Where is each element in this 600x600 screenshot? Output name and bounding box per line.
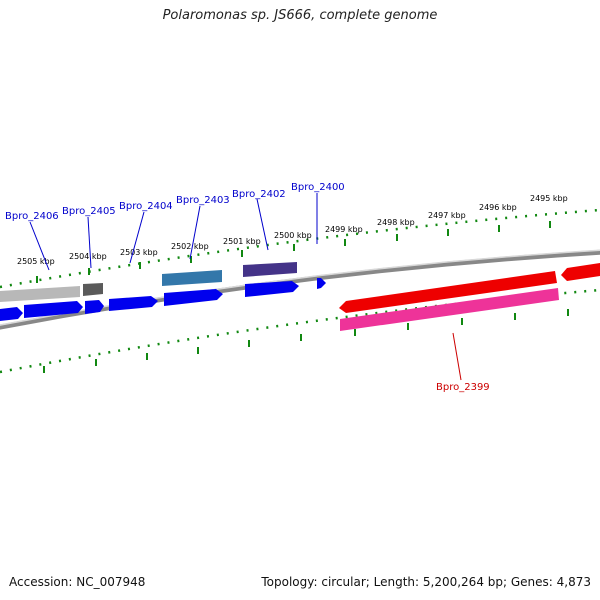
reverse-gene-arrow: [340, 288, 559, 331]
forward-gene-arrow: [85, 300, 104, 314]
outer-tick-arc: [0, 208, 600, 289]
scale-label: 2498 kbp: [377, 218, 415, 227]
scale-label: 2505 kbp: [17, 257, 55, 266]
scale-label: 2500 kbp: [274, 231, 312, 240]
scale-label: 2499 kbp: [325, 225, 363, 234]
feature-bar: [162, 270, 222, 286]
forward-gene-arrow: [0, 307, 23, 321]
leader-line: [87, 216, 92, 269]
reverse-gene-arrow: [339, 271, 557, 313]
forward-gene-arrow: [317, 278, 326, 289]
accession-text: Accession: NC_007948: [9, 575, 146, 589]
leader-line: [29, 221, 50, 271]
gene-label[interactable]: Bpro_2402: [232, 189, 286, 200]
leader-line: [256, 198, 269, 251]
feature-bar: [83, 283, 103, 296]
scale-label: 2497 kbp: [428, 211, 466, 220]
leader-line: [189, 205, 201, 260]
inner-major-ticks: [43, 309, 569, 373]
outer-major-ticks: [36, 221, 551, 283]
leader-line: [452, 332, 462, 381]
forward-genes: [0, 278, 326, 321]
scale-label: 2503 kbp: [120, 248, 158, 257]
map-title: Polaromonas sp. JS666, complete genome: [162, 8, 438, 23]
forward-gene-arrow: [164, 289, 223, 306]
scale-label: 2504 kbp: [69, 252, 107, 261]
genome-backbone: [0, 249, 600, 330]
genome-backbone-highlight: [0, 249, 600, 326]
feature-bar: [243, 262, 297, 277]
feature-bar: [0, 286, 80, 302]
forward-gene-arrow: [24, 301, 83, 318]
gene-label[interactable]: Bpro_2404: [119, 201, 173, 212]
scale-label: 2501 kbp: [223, 237, 261, 246]
gene-label[interactable]: Bpro_2406: [5, 211, 59, 222]
reverse-gene-arrow: [561, 263, 600, 281]
genome-summary-text: Topology: circular; Length: 5,200,264 bp…: [261, 575, 591, 589]
forward-gene-arrow: [109, 296, 158, 311]
reverse-genes: [339, 263, 600, 331]
scale-label: 2502 kbp: [171, 242, 209, 251]
gene-label[interactable]: Bpro_2400: [291, 182, 345, 193]
feature-track: [0, 262, 297, 302]
gene-label[interactable]: Bpro_2399: [436, 382, 490, 393]
gene-label[interactable]: Bpro_2403: [176, 195, 230, 206]
scale-label: 2496 kbp: [479, 203, 517, 212]
leader-line: [129, 211, 145, 264]
forward-gene-arrow: [245, 281, 299, 297]
gene-label[interactable]: Bpro_2405: [62, 206, 116, 217]
scale-label: 2495 kbp: [530, 194, 568, 203]
